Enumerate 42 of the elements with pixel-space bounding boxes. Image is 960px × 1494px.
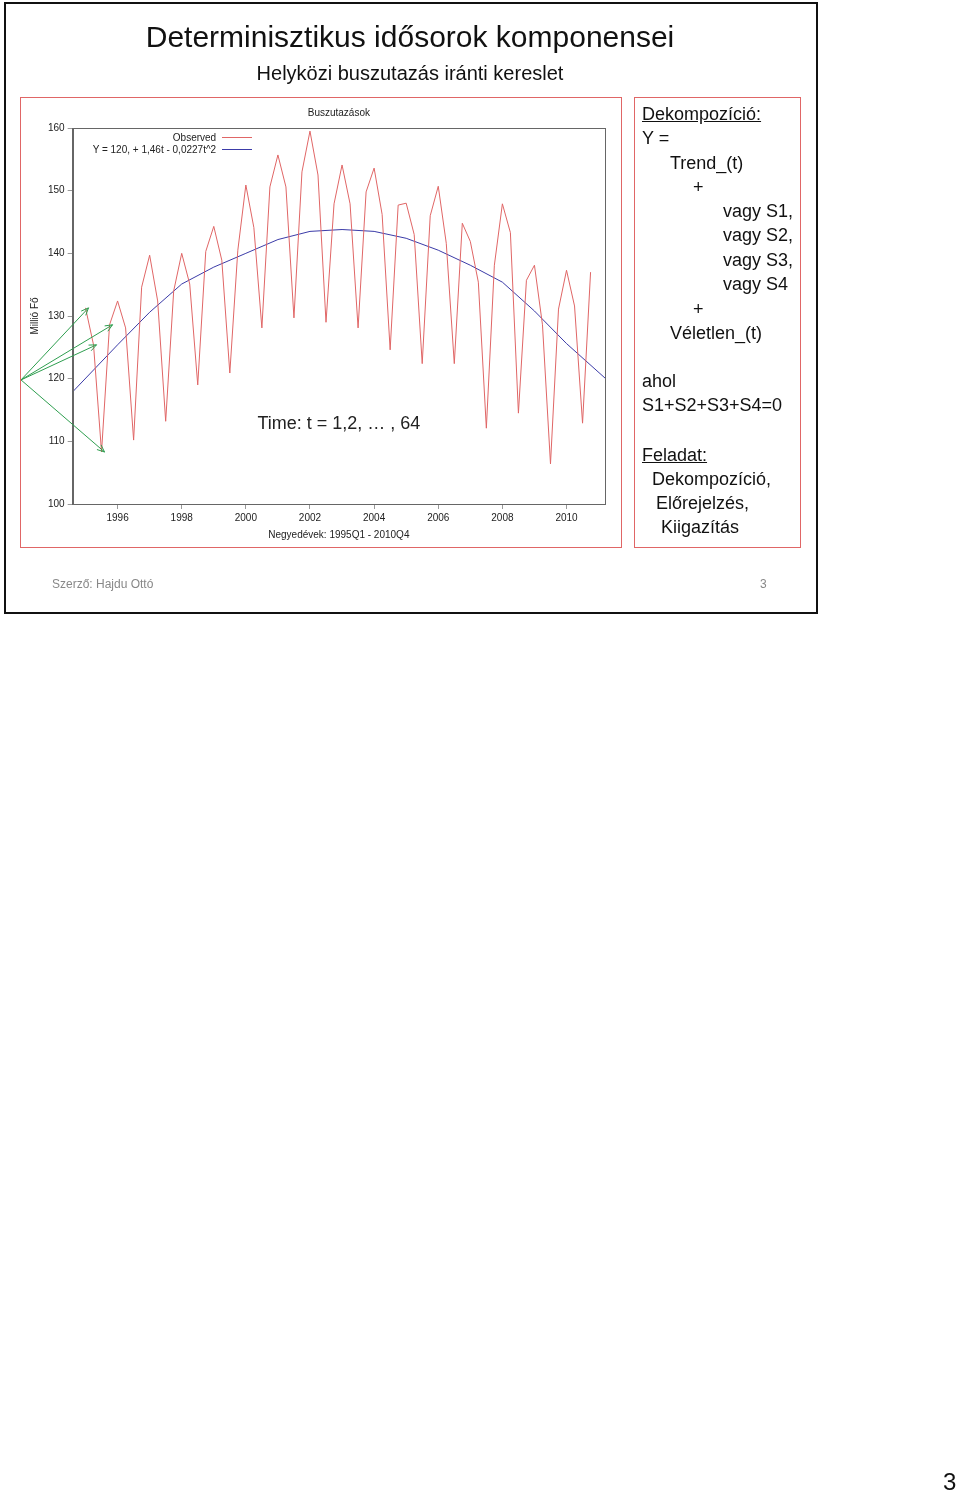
text: Y = <box>642 127 670 149</box>
x-tick-label: 2008 <box>491 511 514 523</box>
y-tick-label: 150 <box>48 184 66 196</box>
chart-title: Determinisztikus idősorok komponensei <box>144 20 676 54</box>
y-tick-label: 120 <box>48 372 66 384</box>
text: + <box>693 298 704 320</box>
x-tick-label: 2010 <box>555 511 579 523</box>
text: Trend_(t) <box>670 152 744 174</box>
text: + <box>693 176 704 198</box>
x-tick-label: 2004 <box>362 511 386 523</box>
text: Előrejelzés, <box>656 492 750 514</box>
y-tick-label: 130 <box>48 309 66 321</box>
x-tick-label: 2006 <box>427 511 450 523</box>
text: 3 <box>943 1468 957 1494</box>
text: 3 <box>760 577 767 591</box>
x-axis-title: Negyedévek: 1995Q1 - 2010Q4 <box>268 528 410 540</box>
text: Feladat: <box>642 444 708 466</box>
y-tick-label: 140 <box>48 247 66 259</box>
y-tick-label: 110 <box>48 435 66 447</box>
x-tick-label: 2000 <box>234 511 258 523</box>
y-axis-title: Millió Fő <box>28 296 40 335</box>
text: vagy S2, <box>723 224 794 246</box>
x-tick-label: 1996 <box>106 511 130 523</box>
legend-label: Y = 120, + 1,46t - 0,0227t^2 <box>92 143 217 155</box>
text: vagy S1, <box>723 200 794 222</box>
chart-subtitle: Helyközi buszutazás iránti kereslet <box>255 62 565 85</box>
legend-label: Observed <box>172 131 217 143</box>
text: ahol <box>642 370 677 392</box>
x-tick-label: 1998 <box>170 511 194 523</box>
text: Dekompozíció, <box>652 468 772 490</box>
y-tick-label: 100 <box>48 497 66 509</box>
y-tick-label: 160 <box>48 121 66 133</box>
text: vagy S4 <box>723 273 789 295</box>
annotation: Time: t = 1,2, … , 64 <box>257 412 421 433</box>
text: vagy S3, <box>723 249 794 271</box>
text: Szerző: Hajdu Ottó <box>52 577 154 591</box>
text: Véletlen_(t) <box>670 322 763 344</box>
text: Buszutazások <box>307 107 371 118</box>
text: S1+S2+S3+S4=0 <box>642 394 783 416</box>
x-tick-label: 2002 <box>298 511 322 523</box>
text: Dekompozíció: <box>642 103 762 125</box>
text: Kiigazítás <box>661 516 740 538</box>
